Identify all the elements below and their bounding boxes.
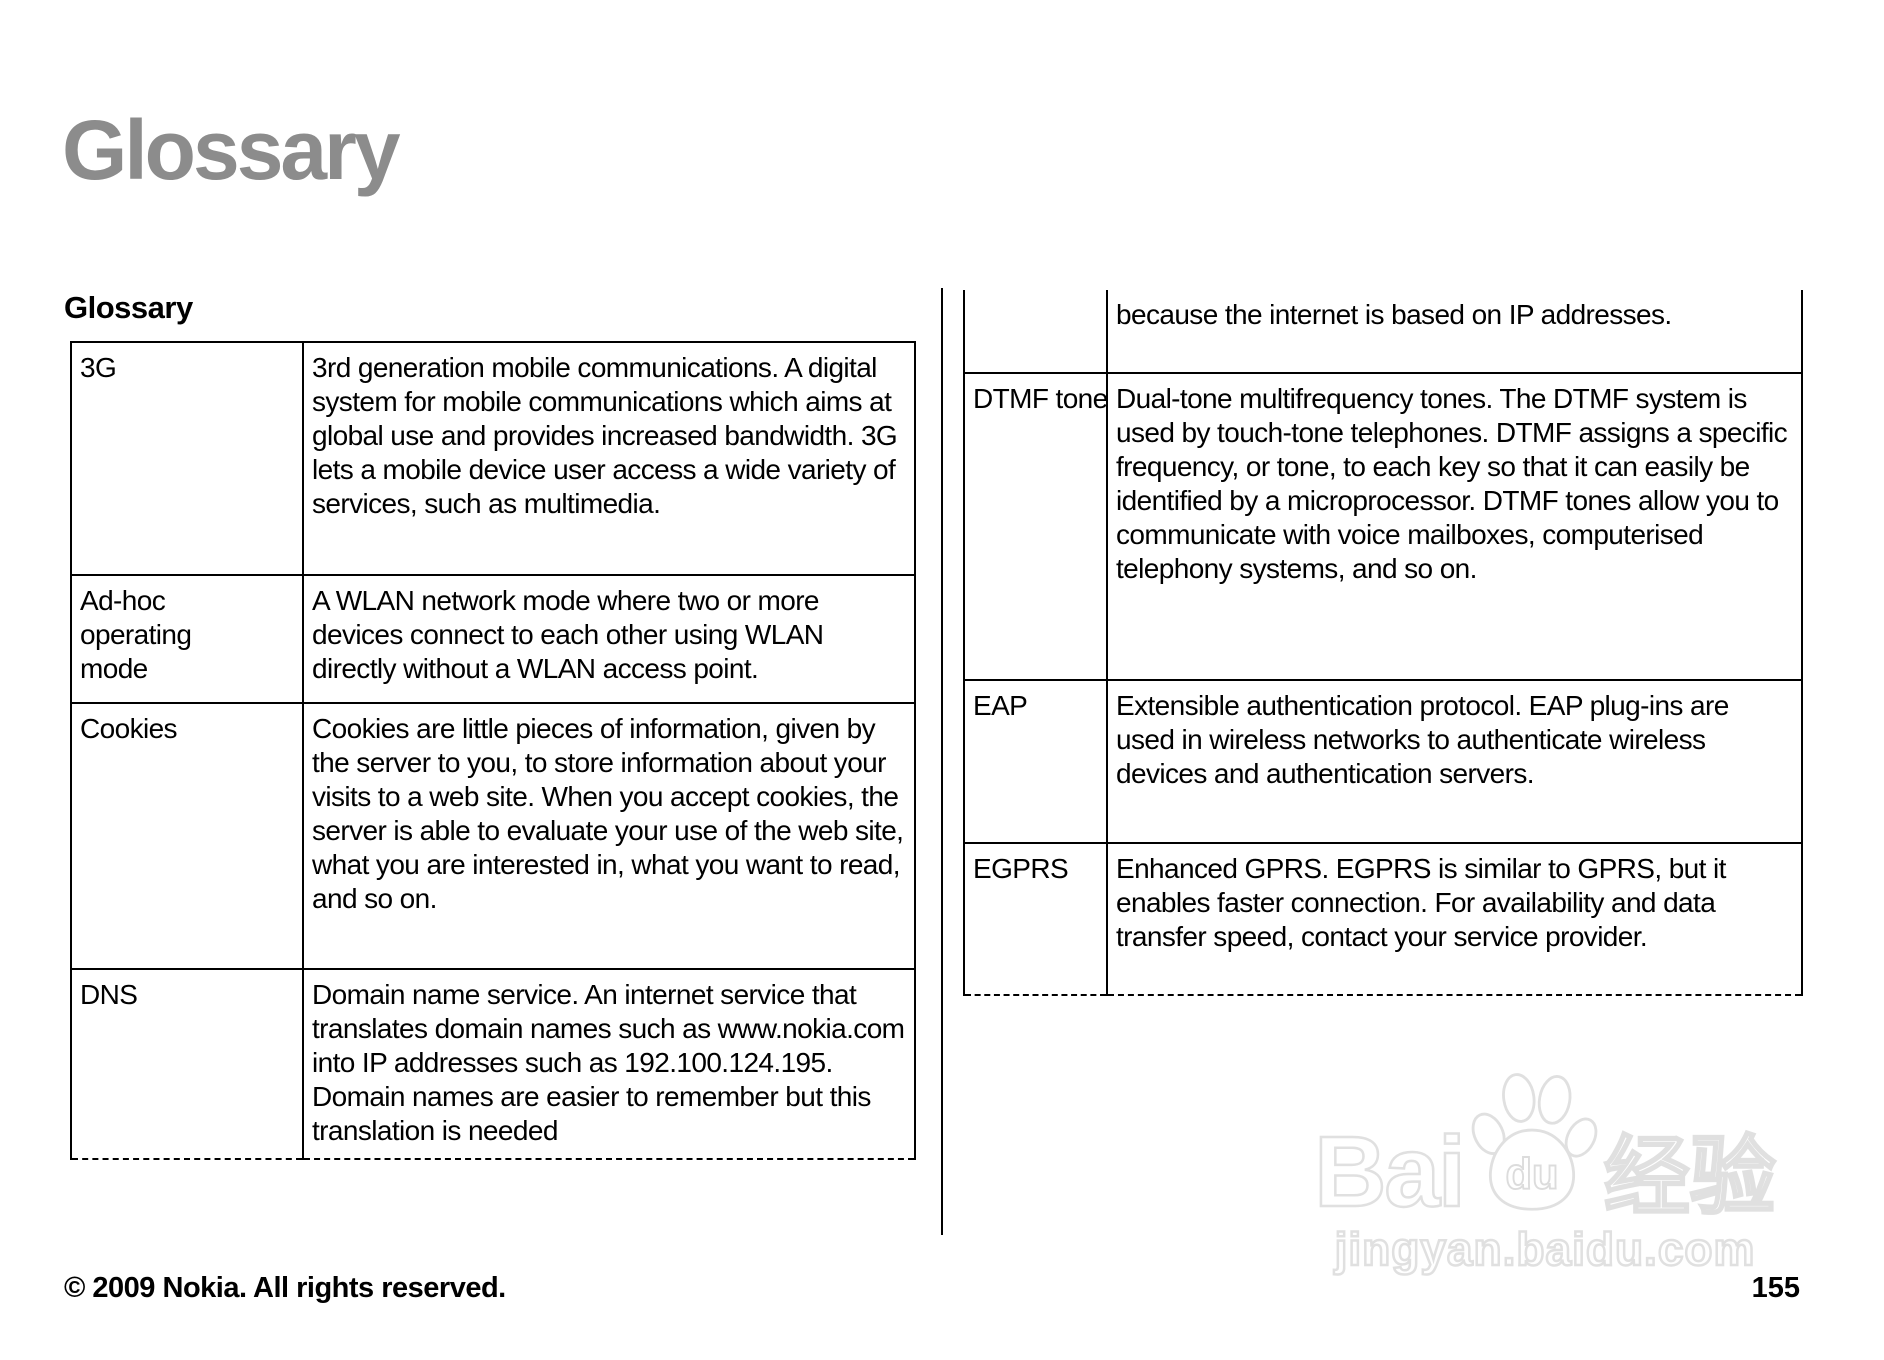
term-cell: Ad-hoc operating mode [70, 574, 304, 704]
table-row: EAP Extensible authentication protocol. … [963, 679, 1803, 844]
baidu-jingyan-text: 经验 [1603, 1129, 1778, 1225]
watermark-url: jingyan.baidu.com [1333, 1222, 1756, 1277]
section-heading: Glossary [64, 290, 193, 325]
definition-cell: Dual-tone multifrequency tones. The DTMF… [1106, 372, 1803, 681]
table-row: Ad-hoc operating mode A WLAN network mod… [70, 574, 916, 704]
definition-cell: 3rd generation mobile communications. A … [302, 341, 916, 576]
term-cell: DNS [70, 968, 304, 1160]
column-divider [941, 288, 943, 1235]
table-row: DNS Domain name service. An internet ser… [70, 968, 916, 1160]
definition-cell: Cookies are little pieces of information… [302, 702, 916, 970]
definition-cell: Enhanced GPRS. EGPRS is similar to GPRS,… [1106, 842, 1803, 996]
table-row: DTMF tones Dual-tone multifrequency tone… [963, 372, 1803, 681]
table-row: 3G 3rd generation mobile communications.… [70, 341, 916, 576]
table-row: Cookies Cookies are little pieces of inf… [70, 702, 916, 970]
baidu-logo: Bai du 经验 [1305, 1068, 1785, 1228]
term-cell: 3G [70, 341, 304, 576]
table-row: EGPRS Enhanced GPRS. EGPRS is similar to… [963, 842, 1803, 996]
paw-du-text: du [1505, 1150, 1558, 1198]
term-cell: EGPRS [963, 842, 1108, 996]
definition-cell: because the internet is based on IP addr… [1106, 290, 1803, 374]
baidu-brand-text: Bai [1313, 1116, 1467, 1228]
page-title: Glossary [62, 103, 401, 197]
glossary-table-right: because the internet is based on IP addr… [963, 290, 1803, 996]
term-cell [963, 290, 1108, 374]
term-cell: EAP [963, 679, 1108, 844]
glossary-table-left: 3G 3rd generation mobile communications.… [70, 341, 916, 1160]
baidu-watermark: Bai du 经验 jingyan.baidu.com [1305, 1068, 1785, 1276]
definition-cell: A WLAN network mode where two or more de… [302, 574, 916, 704]
page-number: 155 [1751, 1272, 1800, 1304]
term-cell: Cookies [70, 702, 304, 970]
definition-cell: Extensible authentication protocol. EAP … [1106, 679, 1803, 844]
baidu-paw-icon: du [1471, 1073, 1598, 1211]
copyright-text: © 2009 Nokia. All rights reserved. [64, 1272, 506, 1304]
definition-cell: Domain name service. An internet service… [302, 968, 916, 1160]
table-row: because the internet is based on IP addr… [963, 290, 1803, 374]
term-cell: DTMF tones [963, 372, 1108, 681]
